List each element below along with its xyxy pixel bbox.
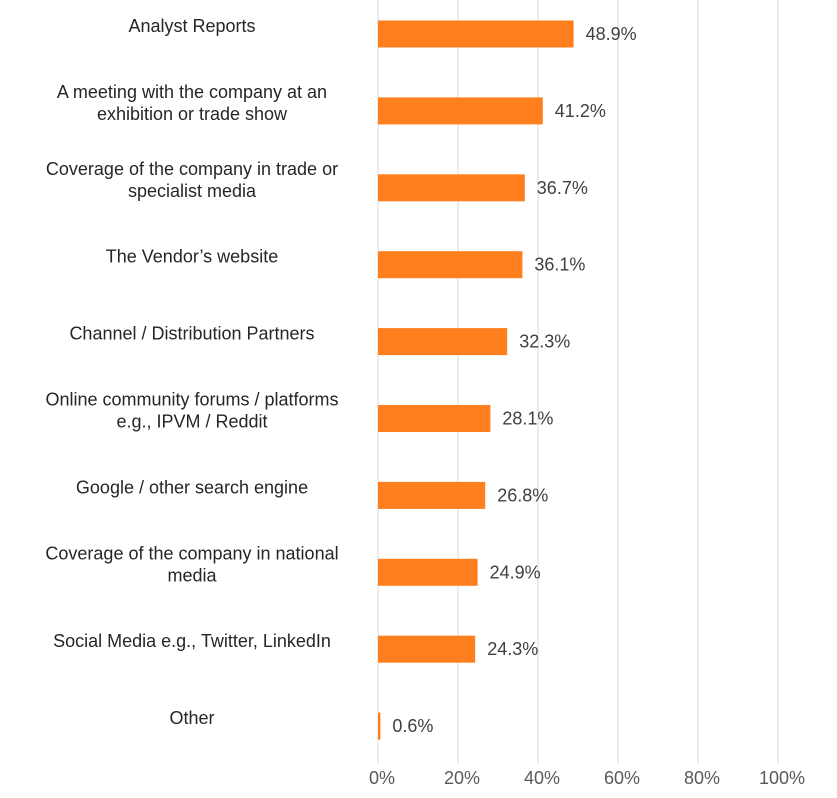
- bar: [378, 328, 508, 356]
- data-label: 32.3%: [519, 332, 570, 352]
- bar: [378, 635, 476, 663]
- data-label: 36.1%: [534, 255, 585, 275]
- bar: [378, 712, 381, 740]
- data-label: 48.9%: [586, 24, 637, 44]
- category-label: Online community forums / platforms e.g.,…: [45, 390, 338, 432]
- bar: [378, 97, 543, 125]
- bar: [378, 174, 525, 202]
- category-labels: Analyst Reports A meeting with the compan…: [45, 16, 338, 728]
- category-label: Analyst Reports: [128, 16, 255, 36]
- bars: [378, 20, 574, 740]
- category-label: Google / other search engine: [76, 477, 308, 497]
- category-label: Other: [169, 708, 214, 728]
- category-label: The Vendor’s website: [106, 247, 278, 267]
- data-label: 28.1%: [502, 409, 553, 429]
- category-label: Coverage of the company in national media: [45, 543, 338, 585]
- category-label: Social Media e.g., Twitter, LinkedIn: [53, 631, 331, 651]
- x-tick-label: 0%: [369, 768, 395, 788]
- category-label: Coverage of the company in trade or speci…: [46, 159, 338, 201]
- x-tick-label: 20%: [444, 768, 480, 788]
- data-label: 0.6%: [392, 716, 433, 736]
- data-label: 26.8%: [497, 485, 548, 505]
- data-label: 24.9%: [490, 562, 541, 582]
- data-label: 24.3%: [487, 639, 538, 659]
- data-label: 41.2%: [555, 101, 606, 121]
- bar: [378, 481, 486, 509]
- x-tick-label: 100%: [759, 768, 805, 788]
- x-tick-label: 60%: [604, 768, 640, 788]
- category-label: Channel / Distribution Partners: [69, 324, 314, 344]
- data-label: 36.7%: [537, 178, 588, 198]
- bar: [378, 20, 574, 48]
- bar: [378, 405, 491, 432]
- x-tick-label: 40%: [524, 768, 560, 788]
- value-labels: 48.9% 41.2% 36.7% 36.1% 32.3% 28.1% 26.8% 24.9%…: [392, 24, 636, 736]
- x-tick-label: 80%: [684, 768, 720, 788]
- x-axis-ticks: 0% 20% 40% 60% 80% 100%: [369, 768, 805, 788]
- category-label: A meeting with the company at an exhibiti…: [57, 82, 327, 124]
- bar: [378, 251, 523, 279]
- bar: [378, 558, 478, 586]
